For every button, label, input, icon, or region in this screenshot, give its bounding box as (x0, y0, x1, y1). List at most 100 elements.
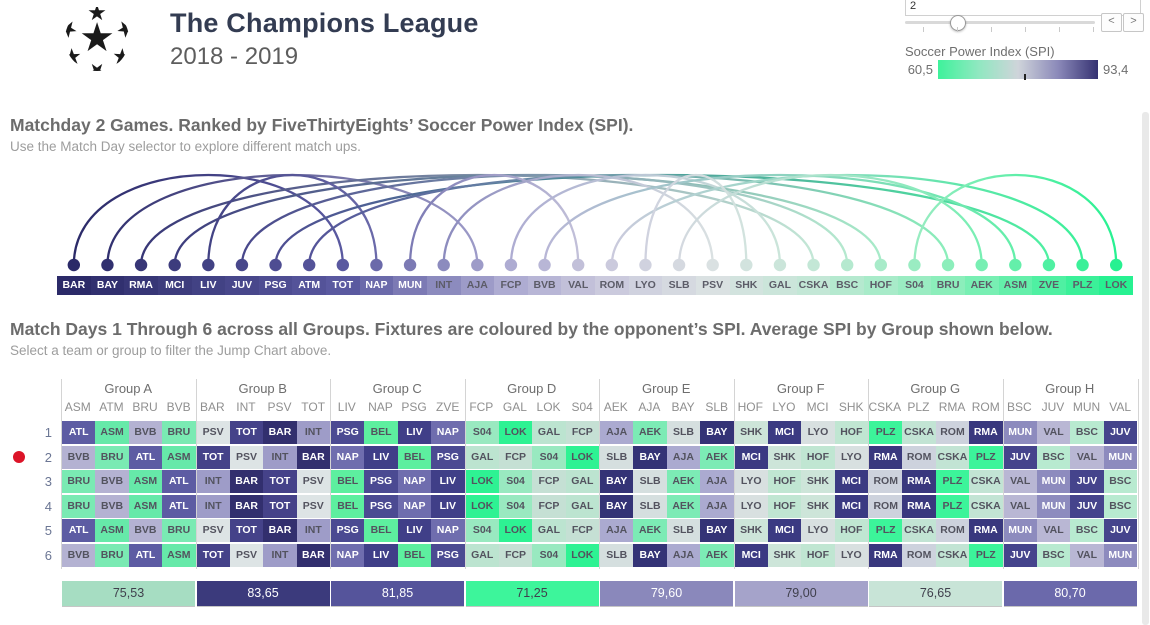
fixture-cell[interactable]: ROM (902, 544, 936, 567)
team-column-header[interactable]: BAR (199, 400, 225, 414)
team-column-header[interactable]: LIV (337, 400, 356, 414)
group-name[interactable]: Group F (776, 381, 825, 396)
fixture-cell[interactable]: BAY (700, 421, 734, 444)
fixture-cell[interactable]: BVB (62, 445, 96, 469)
fixture-cell[interactable]: RMA (869, 445, 903, 469)
team-column-header[interactable]: FCP (469, 400, 494, 414)
fixture-cell[interactable]: TOT (229, 421, 264, 444)
team-dot[interactable] (538, 258, 551, 272)
fixture-cell[interactable]: JUV (1070, 470, 1104, 494)
team-column-header[interactable]: RMA (938, 400, 966, 414)
fixture-cell[interactable]: PSG (431, 445, 465, 469)
fixture-cell[interactable]: HOF (767, 470, 802, 494)
fixture-cell[interactable]: RMA (869, 544, 903, 567)
team-dot[interactable] (773, 258, 787, 272)
fixture-cell[interactable]: BVB (62, 544, 96, 567)
fixture-cell[interactable]: PSV (229, 544, 264, 567)
team-dot[interactable] (672, 258, 686, 272)
team-strip-cell[interactable]: MCI (157, 276, 192, 295)
fixture-cell[interactable]: SLB (666, 519, 701, 543)
fixture-cell[interactable]: PLZ (869, 519, 903, 543)
fixture-cell[interactable]: LIV (397, 421, 432, 444)
team-dot[interactable] (1042, 258, 1056, 272)
group-name[interactable]: Group A (104, 381, 153, 396)
fixture-cell[interactable]: MUN (1003, 519, 1037, 543)
team-dot[interactable] (1109, 258, 1123, 272)
team-strip-cell[interactable]: GAL (763, 276, 797, 295)
team-column-header[interactable]: NAP (368, 400, 393, 414)
matchday-prev-button[interactable]: < (1101, 13, 1122, 32)
fixture-cell[interactable]: BEL (397, 544, 432, 567)
team-dot[interactable] (101, 258, 114, 272)
team-dot[interactable] (235, 258, 249, 272)
fixture-cell[interactable]: LIV (397, 519, 432, 543)
fixture-cell[interactable]: VAL (1003, 494, 1037, 518)
fixture-cell[interactable]: BAR (229, 494, 264, 518)
fixture-cell[interactable]: LOK (565, 544, 599, 567)
team-dot[interactable] (1009, 258, 1022, 272)
team-column-header[interactable]: SHK (838, 400, 864, 414)
team-column-header[interactable]: S04 (571, 400, 593, 414)
fixture-cell[interactable]: PLZ (969, 445, 1003, 469)
team-dot[interactable] (168, 258, 181, 272)
fixture-cell[interactable]: SLB (633, 470, 667, 494)
fixture-cell[interactable]: S04 (465, 519, 499, 543)
fixture-cell[interactable]: NAP (397, 470, 432, 494)
team-dot[interactable] (740, 258, 753, 272)
fixture-cell[interactable]: ROM (869, 494, 903, 518)
team-dot[interactable] (941, 258, 955, 272)
fixture-cell[interactable]: ROM (869, 470, 903, 494)
fixture-cell[interactable]: HOF (834, 519, 868, 543)
fixture-cell[interactable]: ASM (95, 519, 129, 543)
fixture-cell[interactable]: BRU (162, 519, 196, 543)
team-strip-cell[interactable]: BSC (830, 276, 864, 295)
fixture-cell[interactable]: FCP (565, 519, 599, 543)
fixture-cell[interactable]: INT (196, 470, 230, 494)
team-strip-cell[interactable]: TOT (326, 276, 360, 295)
fixture-cell[interactable]: JUV (1103, 421, 1137, 444)
fixture-cell[interactable]: CSKA (935, 445, 970, 469)
fixture-cell[interactable]: AEK (700, 544, 734, 567)
fixture-cell[interactable]: PSV (196, 421, 230, 444)
fixture-cell[interactable]: PSV (196, 519, 230, 543)
fixture-cell[interactable]: AJA (700, 494, 734, 518)
fixture-cell[interactable]: NAP (431, 519, 465, 543)
team-strip-cell[interactable]: LIV (191, 276, 226, 295)
fixture-cell[interactable]: ATL (62, 421, 96, 444)
fixture-cell[interactable]: MCI (767, 519, 802, 543)
team-dot[interactable] (706, 258, 719, 272)
fixture-cell[interactable]: BEL (364, 519, 398, 543)
fixture-cell[interactable]: MCI (834, 470, 868, 494)
team-column-header[interactable]: BVB (166, 400, 191, 414)
fixture-cell[interactable]: GAL (532, 519, 566, 543)
fixture-cell[interactable]: VAL (1003, 470, 1037, 494)
team-dot[interactable] (874, 258, 888, 272)
fixture-cell[interactable]: SHK (767, 544, 802, 567)
group-name[interactable]: Group E (642, 381, 691, 396)
fixture-cell[interactable]: BSC (1103, 494, 1137, 518)
fixture-cell[interactable]: LOK (565, 445, 599, 469)
fixture-cell[interactable]: AEK (666, 494, 701, 518)
fixture-cell[interactable]: HOF (834, 421, 868, 444)
fixture-cell[interactable]: AJA (666, 544, 701, 567)
fixture-cell[interactable]: BEL (331, 470, 365, 494)
fixture-cell[interactable]: TOT (229, 519, 264, 543)
fixture-cell[interactable]: ATL (162, 470, 196, 494)
fixture-cell[interactable]: BVB (128, 519, 163, 543)
team-column-header[interactable]: AJA (638, 400, 661, 414)
fixture-cell[interactable]: S04 (465, 421, 499, 444)
fixture-cell[interactable]: SHK (801, 494, 835, 518)
fixture-cell[interactable]: ATL (128, 544, 163, 567)
fixture-cell[interactable]: BAY (600, 494, 634, 518)
fixture-cell[interactable]: BVB (95, 470, 129, 494)
team-dot[interactable] (840, 258, 854, 272)
fixture-cell[interactable]: LIV (431, 470, 465, 494)
team-dot[interactable] (471, 258, 484, 272)
fixture-cell[interactable]: BRU (95, 445, 129, 469)
team-strip-cell[interactable]: S04 (897, 276, 932, 295)
fixture-cell[interactable]: SLB (600, 544, 634, 567)
team-dot[interactable] (336, 258, 350, 272)
team-column-header[interactable]: PLZ (907, 400, 930, 414)
fixture-cell[interactable]: CSKA (935, 544, 970, 567)
fixture-cell[interactable]: ATL (128, 445, 163, 469)
